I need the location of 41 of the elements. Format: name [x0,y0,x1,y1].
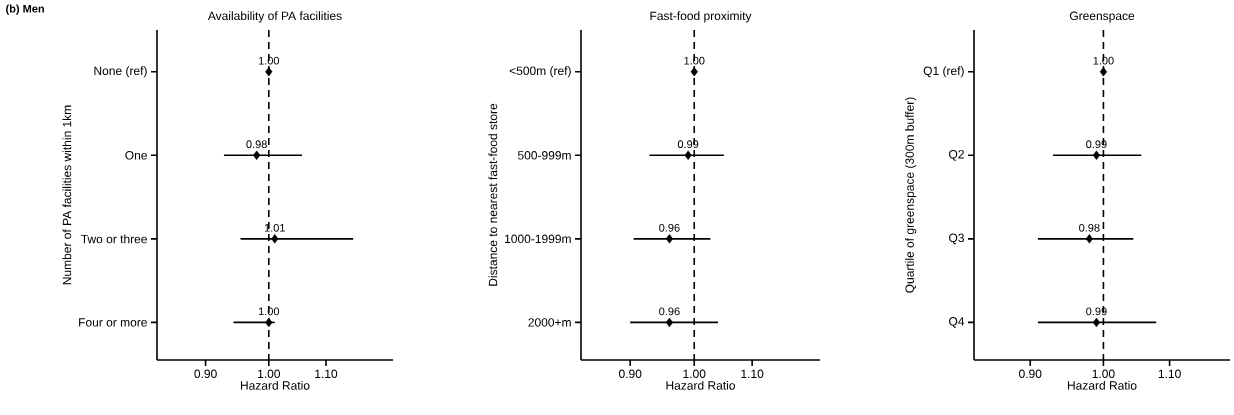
x-tick-label: 0.90 [619,369,642,379]
data-label: 0.99 [677,140,699,149]
x-tick-label: 1.10 [315,369,338,379]
x-axis-title: Hazard Ratio [1067,380,1137,390]
chart-title: Availability of PA facilities [207,11,342,23]
y-tick-label: Two or three [81,234,147,244]
x-axis-title: Hazard Ratio [666,380,735,390]
y-tick-label: 2000+m [528,318,571,327]
y-axis-title: Distance to nearest fast-food store [488,103,498,286]
y-tick-label: Q3 [949,233,964,245]
y-tick-label: 500-999m [517,151,571,160]
y-tick-label: Four or more [79,318,147,327]
data-label: 1.00 [1093,56,1114,65]
x-tick-label: 0.90 [1019,369,1042,379]
data-label: 1.01 [264,223,285,232]
data-label: 0.98 [1079,223,1100,232]
chart-title: Greenspace [1069,11,1135,23]
y-tick-label: 1000-1999m [505,234,571,244]
y-tick-label: Q1 (ref) [923,66,964,78]
x-axis-title: Hazard Ratio [240,380,310,390]
y-tick-label: One [125,151,147,160]
data-label: 0.99 [1086,307,1107,316]
x-tick-label: 1.00 [683,369,706,379]
x-tick-label: 1.10 [1158,369,1181,379]
x-tick-label: 1.10 [741,369,764,379]
x-tick-label: 1.00 [258,369,281,379]
chart-title: Fast-food proximity [650,11,752,23]
data-label: 0.98 [246,140,267,149]
data-label: 0.96 [659,223,680,232]
data-label: 0.96 [659,307,680,316]
y-tick-label: None (ref) [94,66,147,78]
text: (b) Men [6,4,44,15]
y-axis-title: Quartile of greenspace (300m buffer) [905,97,917,293]
y-tick-label: Q4 [949,317,965,328]
y-tick-label: <500m (ref) [509,66,571,78]
x-tick-label: 1.00 [1092,369,1115,379]
y-tick-label: Q2 [949,150,964,161]
y-axis-title: Number of PA facilities within 1km [62,105,72,285]
x-tick-label: 0.90 [194,369,217,379]
data-label: 0.99 [1086,140,1107,149]
data-label: 1.00 [684,56,705,65]
